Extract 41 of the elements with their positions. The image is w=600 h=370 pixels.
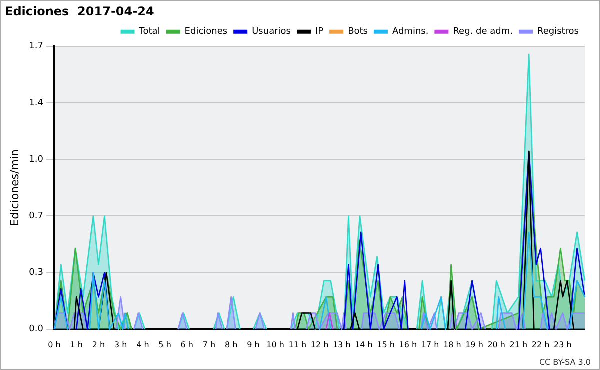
x-tick-label: 11 h (288, 340, 307, 350)
x-tick-label: 19 h (466, 340, 484, 350)
y-tick-label: 1.4 (29, 98, 44, 108)
x-tick-label: 6 h (180, 340, 194, 350)
legend-label: IP (315, 27, 324, 38)
text: CC BY-SA 3.0 (539, 358, 591, 367)
x-tick-label: 3 h (114, 340, 128, 350)
x-tick-label: 8 h (224, 340, 238, 350)
x-tick-label: 12 h (310, 340, 329, 350)
y-axis-title: Ediciones/min (8, 150, 22, 226)
legend-label: Admins. (392, 27, 429, 38)
x-tick-label: 2 h (92, 340, 106, 350)
y-tick-label: 0.3 (29, 268, 44, 278)
y-tick-label: 0.7 (29, 212, 44, 222)
x-tick-label: 13 h (332, 340, 351, 350)
legend-label: Bots (348, 27, 368, 38)
x-tick-label: 15 h (377, 340, 395, 350)
x-tick-label: 17 h (421, 340, 440, 350)
y-tick-label: 1.7 (29, 42, 44, 52)
x-tick-label: 7 h (202, 340, 216, 350)
legend-label: Usuarios (252, 27, 292, 38)
x-tick-label: 20 h (488, 340, 506, 350)
x-tick-label: 9 h (247, 340, 260, 350)
x-tick-label: 21 h (510, 340, 528, 350)
x-tick-label: 23 h (554, 340, 572, 350)
y-tick-label: 0.0 (29, 324, 44, 335)
x-tick-label: 18 h (443, 340, 462, 350)
x-tick-label: 1 h (70, 340, 83, 350)
x-tick-label: 4 h (136, 340, 150, 350)
legend-label: Reg. de adm. (453, 27, 513, 38)
legend-label: Registros (537, 27, 580, 38)
chart-title: Ediciones 2017-04-24 (5, 4, 154, 18)
x-tick-label: 16 h (399, 340, 418, 350)
y-tick-label: 1.0 (29, 154, 44, 165)
x-tick-label: 10 h (266, 340, 284, 350)
legend-label: Total (138, 27, 160, 38)
x-tick-label: 22 h (532, 340, 550, 350)
x-tick-label: 5 h (158, 340, 172, 350)
legend-label: Ediciones (184, 27, 228, 38)
x-tick-label: 14 h (355, 340, 373, 350)
x-tick-label: 0 h (48, 340, 61, 350)
